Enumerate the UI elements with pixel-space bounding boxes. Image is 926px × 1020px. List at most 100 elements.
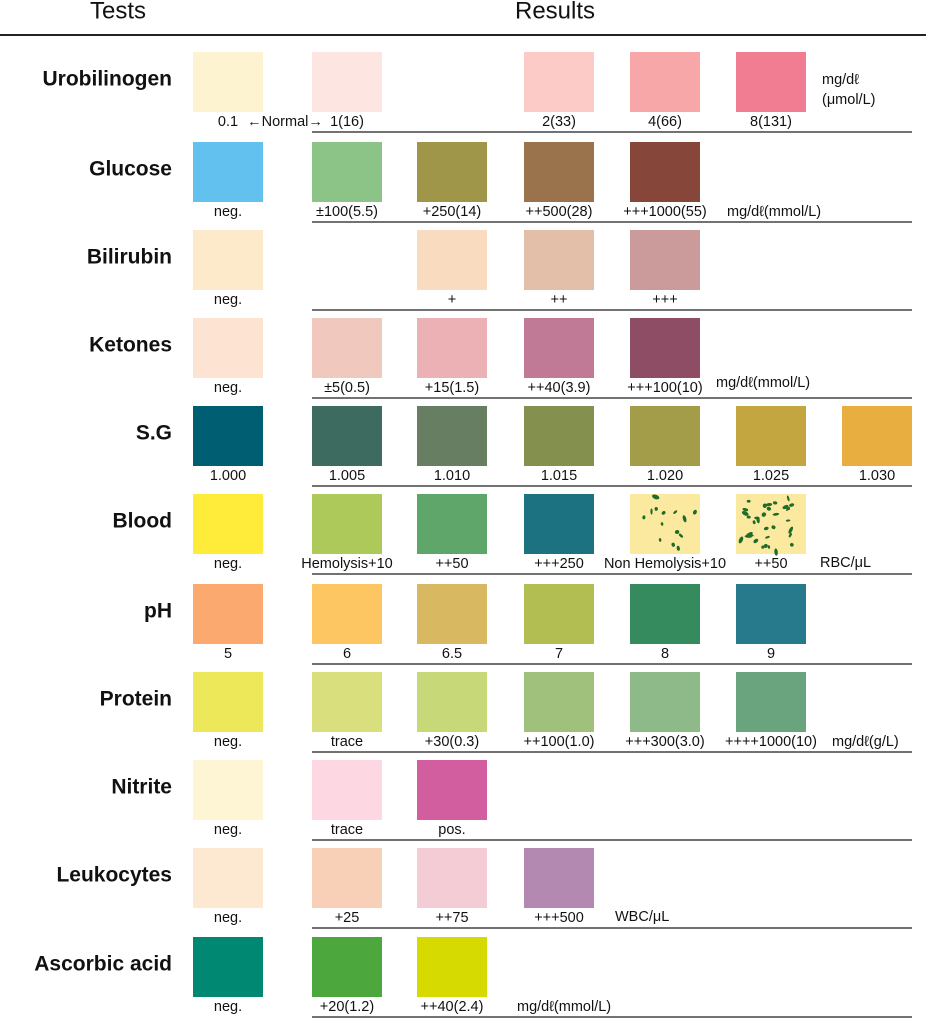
color-swatch — [193, 52, 263, 112]
color-swatch — [312, 52, 382, 112]
swatch-label: ++ — [551, 292, 568, 308]
color-swatch — [630, 406, 700, 466]
color-swatch — [417, 937, 487, 997]
swatch-label: ++50 — [754, 556, 787, 572]
color-swatch — [417, 142, 487, 202]
swatch-speckle — [753, 538, 759, 544]
swatch-speckle — [786, 495, 790, 502]
color-swatch — [312, 584, 382, 644]
swatch-speckle — [788, 532, 792, 538]
swatch-label: 1.005 — [329, 468, 365, 484]
swatch-speckle — [785, 519, 791, 522]
swatch-label: +20(1.2) — [320, 999, 374, 1015]
swatch-speckle — [682, 515, 687, 523]
swatch-label: ++75 — [435, 910, 468, 926]
swatch-speckle — [661, 510, 666, 515]
swatch-speckle — [745, 531, 753, 538]
swatch-speckle — [761, 512, 767, 517]
units: mg/dℓ(mmol/L) — [517, 999, 611, 1015]
units: mg/dℓ(g/L) — [832, 734, 899, 750]
color-swatch — [630, 672, 700, 732]
color-swatch — [312, 318, 382, 378]
color-swatch — [417, 406, 487, 466]
test-name: Ascorbic acid — [34, 953, 172, 976]
swatch-label: +++300(3.0) — [625, 734, 704, 750]
units: mg/dℓ — [822, 72, 859, 88]
swatch-speckle — [741, 511, 749, 516]
swatch-label: ++50 — [435, 556, 468, 572]
swatch-label: neg. — [214, 734, 242, 750]
swatch-speckle — [658, 538, 662, 542]
swatch-speckle — [673, 510, 678, 514]
color-swatch — [630, 142, 700, 202]
swatch-speckle — [766, 506, 772, 511]
swatch-speckle — [782, 504, 789, 510]
swatch-speckle — [772, 501, 778, 505]
swatch-label: 1.020 — [647, 468, 683, 484]
color-swatch — [524, 52, 594, 112]
color-swatch — [193, 760, 263, 820]
swatch-label: 8(131) — [750, 114, 792, 130]
test-name: Bilirubin — [87, 246, 172, 269]
color-swatch — [736, 406, 806, 466]
swatch-label: 7 — [555, 646, 563, 662]
swatch-label: 2(33) — [542, 114, 576, 130]
swatch-speckle — [789, 542, 794, 547]
swatch-label: 1.030 — [859, 468, 895, 484]
swatch-label: ±5(0.5) — [324, 380, 370, 396]
color-swatch — [312, 672, 382, 732]
swatch-speckle — [772, 512, 780, 516]
units: mg/dℓ(mmol/L) — [716, 375, 810, 391]
color-swatch — [193, 406, 263, 466]
swatch-label: +25 — [335, 910, 360, 926]
swatch-label: 8 — [661, 646, 669, 662]
color-swatch — [312, 494, 382, 554]
swatch-speckle — [789, 503, 795, 507]
swatch-speckle — [652, 494, 660, 500]
color-swatch — [524, 494, 594, 554]
swatch-label: 1.000 — [210, 468, 246, 484]
swatch-speckle — [763, 526, 769, 531]
swatch-label: neg. — [214, 292, 242, 308]
swatch-label: +250(14) — [423, 204, 481, 220]
units: WBC/μL — [615, 909, 669, 925]
swatch-label: ±100(5.5) — [316, 204, 378, 220]
test-name: Urobilinogen — [43, 68, 173, 91]
color-swatch — [312, 142, 382, 202]
test-name: Nitrite — [111, 776, 172, 799]
swatch-label: Hemolysis+10 — [301, 556, 392, 572]
swatch-speckle — [746, 499, 751, 503]
swatch-speckle — [788, 526, 794, 534]
swatch-label: neg. — [214, 380, 242, 396]
color-swatch — [524, 672, 594, 732]
color-swatch — [524, 406, 594, 466]
swatch-label: 4(66) — [648, 114, 682, 130]
units: mg/dℓ(mmol/L) — [727, 204, 821, 220]
swatch-label: ++40(2.4) — [421, 999, 484, 1015]
normal-range-note: ←Normal→ — [247, 114, 323, 130]
swatch-label: 5 — [224, 646, 232, 662]
swatch-label: pos. — [438, 822, 465, 838]
color-swatch — [736, 584, 806, 644]
color-swatch — [630, 318, 700, 378]
swatch-speckle — [786, 507, 790, 511]
swatch-speckle — [771, 525, 776, 530]
swatch-speckle — [765, 535, 770, 539]
color-swatch — [312, 406, 382, 466]
color-swatch — [524, 318, 594, 378]
test-name: S.G — [136, 422, 172, 445]
color-swatch — [193, 937, 263, 997]
color-swatch — [193, 494, 263, 554]
swatch-speckle — [738, 536, 744, 544]
swatch-label: +++500 — [534, 910, 584, 926]
swatch-speckle — [742, 507, 749, 512]
test-name: Glucose — [89, 158, 172, 181]
swatch-label: neg. — [214, 556, 242, 572]
swatch-label: 0.1 — [218, 114, 238, 130]
swatch-label: ++40(3.9) — [528, 380, 591, 396]
swatch-speckle — [767, 545, 771, 549]
swatch-label: +++ — [652, 292, 677, 308]
color-swatch — [524, 230, 594, 290]
swatch-label: +30(0.3) — [425, 734, 479, 750]
color-swatch — [630, 494, 700, 554]
